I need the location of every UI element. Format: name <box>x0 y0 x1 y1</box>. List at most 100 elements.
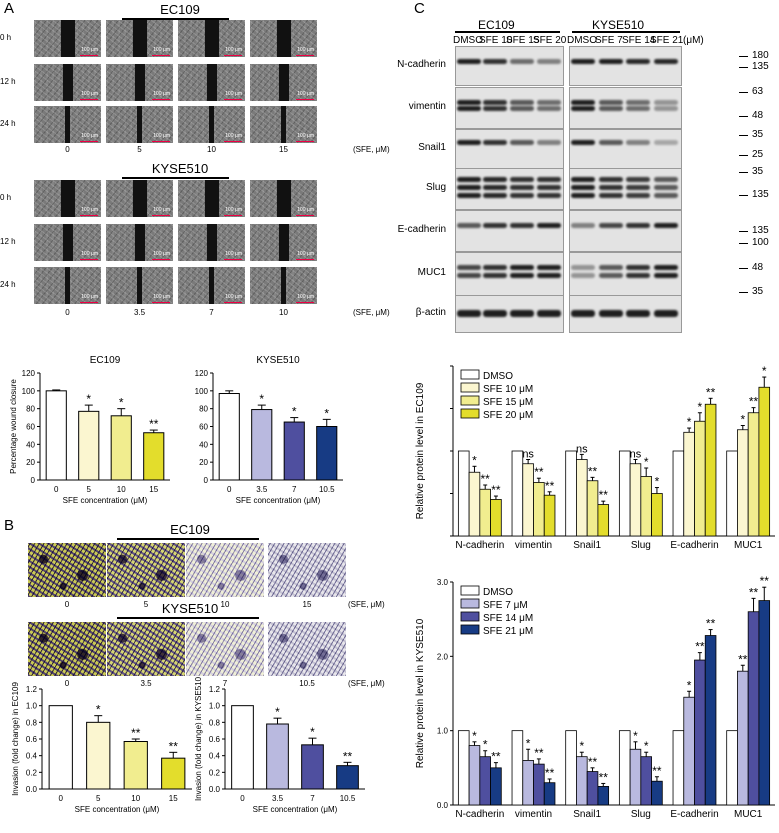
protein-band <box>483 140 507 145</box>
scale-bar-line <box>224 215 242 216</box>
legend-label: DMSO <box>483 587 513 598</box>
scale-bar-line <box>296 215 314 216</box>
timepoint-label: 12 h <box>0 237 16 246</box>
protein-band <box>537 177 561 182</box>
bar <box>511 450 524 537</box>
bar <box>629 463 642 537</box>
scale-bar-line <box>224 55 242 56</box>
bar <box>640 476 652 537</box>
mw-marker-label: 180 <box>752 50 769 61</box>
protein-band <box>537 100 561 105</box>
protein-band <box>654 273 678 278</box>
protein-band <box>457 223 481 228</box>
timepoint-label: 0 h <box>0 33 12 42</box>
wound-micrograph: 100 μm <box>178 180 245 217</box>
wound-gap <box>278 224 289 261</box>
invasion-texture <box>268 622 346 676</box>
x-axis-label: SFE concentration (μM) <box>253 805 338 814</box>
scale-bar-label: 100 μm <box>225 294 242 300</box>
y-tick-label: 100 <box>22 387 36 396</box>
significance-label: ** <box>534 465 544 479</box>
blot-strip <box>455 129 564 169</box>
mw-tick <box>739 135 748 136</box>
invasion-micrograph: 100 μm <box>268 543 346 597</box>
bar <box>143 432 165 481</box>
lane-label: DMSO <box>453 35 483 46</box>
protein-band <box>510 185 534 190</box>
bar <box>316 426 338 481</box>
significance-label: ** <box>131 726 141 740</box>
bar <box>683 696 695 806</box>
scale-bar-label: 100 μm <box>153 133 170 139</box>
bar <box>78 410 100 481</box>
bar <box>468 745 481 806</box>
x-tick-label: 0 <box>240 794 245 803</box>
bar <box>747 611 760 806</box>
protein-band <box>654 177 678 182</box>
blot-row-label: E-cadherin <box>397 224 446 235</box>
y-axis-label: Percentage wound closure <box>9 379 18 474</box>
scale-bar-line <box>80 259 98 260</box>
protein-band <box>599 273 623 278</box>
blot-group-title: EC109 <box>478 18 515 32</box>
bar <box>672 730 685 806</box>
significance-label: ** <box>545 479 555 493</box>
scale-bar-label: 100 μm <box>81 294 98 300</box>
invasion-texture <box>107 622 185 676</box>
mw-marker-label: 48 <box>752 262 764 273</box>
scale-bar-line <box>296 259 314 260</box>
x-tick-label: 10.5 <box>319 485 335 494</box>
wound-micrograph: 100 μm <box>250 106 317 143</box>
dose-label: 10 <box>279 308 288 317</box>
bar <box>694 659 706 806</box>
significance-label: ** <box>343 749 353 763</box>
x-tick-label: Slug <box>631 809 651 820</box>
protein-band <box>537 140 561 145</box>
dose-unit-label: (SFE, μM) <box>348 679 385 688</box>
blot-row-label: β-actin <box>415 307 446 318</box>
legend-label: SFE 15 μM <box>483 397 533 408</box>
y-tick-label: 60 <box>26 423 35 432</box>
bar <box>522 463 534 537</box>
wound-micrograph: 100 μm <box>34 64 101 101</box>
protein-band <box>626 193 650 198</box>
scale-bar-line <box>152 215 170 216</box>
significance-label: * <box>655 475 660 489</box>
mw-marker-label: 100 <box>752 237 769 248</box>
x-tick-label: MUC1 <box>734 809 763 820</box>
mw-tick <box>739 231 748 232</box>
bar <box>45 390 67 481</box>
wound-group-title: EC109 <box>160 2 200 17</box>
y-tick-label: 1.0 <box>209 702 221 711</box>
group-title-underline <box>117 617 259 619</box>
protein-band <box>626 177 650 182</box>
protein-band <box>510 273 534 278</box>
significance-label: * <box>472 729 477 743</box>
lane-label: SFE 14 <box>622 35 656 46</box>
protein-band <box>510 140 534 145</box>
significance-label: ** <box>481 472 491 486</box>
dose-label: 0 <box>64 600 70 609</box>
y-tick-label: 20 <box>199 458 208 467</box>
blot-row-label: Snail1 <box>418 142 446 153</box>
scale-bar-line <box>80 215 98 216</box>
blot-strip <box>569 252 682 296</box>
invasion-micrograph: 100 μm <box>268 622 346 676</box>
bar <box>522 760 534 806</box>
protein-band <box>457 100 481 105</box>
timepoint-label: 12 h <box>0 77 16 86</box>
legend-label: DMSO <box>483 371 513 382</box>
protein-band <box>654 100 678 105</box>
significance-label: ** <box>599 770 609 784</box>
significance-label: ** <box>695 640 705 654</box>
blot-strip <box>455 295 564 333</box>
protein-band <box>483 59 507 64</box>
x-tick-label: 5 <box>96 794 101 803</box>
dose-label: 7 <box>222 679 228 688</box>
x-tick-label: 10 <box>117 485 126 494</box>
bar <box>301 744 324 790</box>
protein-band <box>457 177 481 182</box>
scale-bar-label: 100 μm <box>297 251 314 257</box>
x-tick-label: 5 <box>87 485 92 494</box>
protein-band <box>510 223 534 228</box>
